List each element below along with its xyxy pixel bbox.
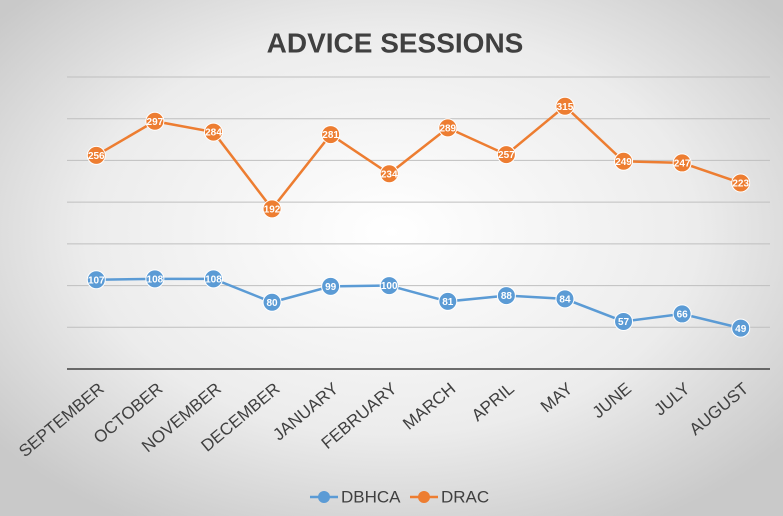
point xyxy=(321,125,341,145)
data-label: 289 xyxy=(439,124,456,135)
point xyxy=(438,291,458,311)
data-label: 284 xyxy=(205,128,222,139)
point xyxy=(86,270,106,290)
point xyxy=(86,145,106,165)
chart-title: ADVICE SESSIONS xyxy=(267,27,524,58)
point xyxy=(438,118,458,138)
data-label: 108 xyxy=(147,275,164,286)
series-line xyxy=(96,277,742,330)
data-label: 247 xyxy=(674,159,691,170)
data-label: 223 xyxy=(732,179,749,190)
data-label: 57 xyxy=(618,317,630,328)
legend-marker xyxy=(418,491,430,503)
point xyxy=(672,304,692,324)
point xyxy=(379,276,399,296)
data-label: 80 xyxy=(266,298,278,309)
data-label: 88 xyxy=(501,291,513,302)
legend-label: DBHCA xyxy=(341,487,401,506)
point xyxy=(731,318,751,338)
point xyxy=(203,269,223,289)
data-label: 81 xyxy=(442,297,454,308)
point xyxy=(145,269,165,289)
point xyxy=(321,276,341,296)
point xyxy=(145,111,165,131)
point xyxy=(262,292,282,312)
point xyxy=(496,145,516,165)
data-label: 281 xyxy=(322,130,339,141)
point xyxy=(555,289,575,309)
point xyxy=(614,311,634,331)
series-line xyxy=(95,104,742,211)
data-label: 100 xyxy=(381,281,398,292)
data-label: 99 xyxy=(325,282,337,293)
point xyxy=(262,199,282,219)
data-label: 107 xyxy=(88,275,105,286)
data-label: 257 xyxy=(498,150,515,161)
point xyxy=(614,151,634,171)
point xyxy=(731,173,751,193)
data-label: 256 xyxy=(88,151,105,162)
data-label: 315 xyxy=(557,102,574,113)
point xyxy=(496,286,516,306)
data-label: 234 xyxy=(381,169,398,180)
data-label: 84 xyxy=(559,295,571,306)
legend-label: DRAC xyxy=(441,487,489,506)
point xyxy=(672,153,692,173)
data-label: 66 xyxy=(677,310,689,321)
data-label: 49 xyxy=(735,324,747,335)
data-label: 192 xyxy=(264,204,281,215)
point xyxy=(555,96,575,116)
point xyxy=(379,164,399,184)
data-label: 108 xyxy=(205,275,222,286)
data-label: 297 xyxy=(147,117,164,128)
data-label: 249 xyxy=(615,157,632,168)
legend-marker xyxy=(318,491,330,503)
point xyxy=(203,122,223,142)
